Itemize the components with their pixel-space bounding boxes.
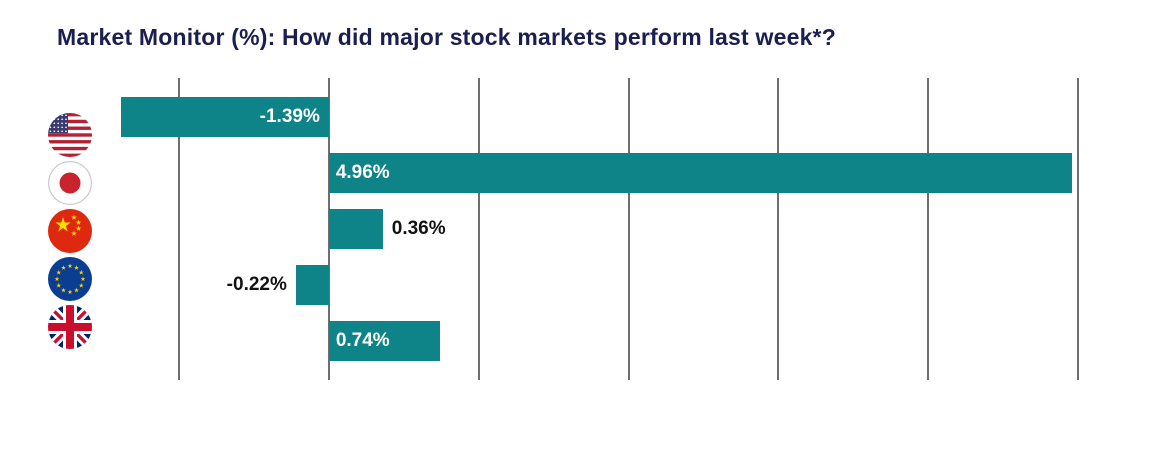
bar-value-label: 0.36% xyxy=(391,218,446,239)
gridline xyxy=(1077,78,1079,380)
gridline xyxy=(927,78,930,380)
bar-value-label: -0.22% xyxy=(226,274,287,295)
china-flag-icon xyxy=(48,209,92,253)
gridline xyxy=(477,78,480,380)
gridline xyxy=(178,78,180,380)
chart-title: Market Monitor (%): How did major stock … xyxy=(57,24,836,50)
bar-value-label: 0.74% xyxy=(335,330,390,351)
gridline xyxy=(627,78,630,380)
bar-japan xyxy=(328,153,1072,193)
uk-flag-icon xyxy=(48,305,92,349)
gridline xyxy=(777,78,780,380)
eu-flag-icon xyxy=(48,257,92,301)
plot-area: -1.39% 4.96% 0.36% -0.22% 0.74% xyxy=(120,78,1079,380)
bar-value-label: 4.96% xyxy=(335,162,390,183)
japan-flag-icon xyxy=(48,161,92,205)
bar-european-union xyxy=(295,265,329,305)
bar-china xyxy=(328,209,383,249)
us-flag-icon xyxy=(48,113,92,157)
flag-column xyxy=(48,113,92,349)
bar-value-label: -1.39% xyxy=(259,106,320,127)
bar-united-states xyxy=(120,97,329,137)
bar-united-kingdom xyxy=(328,321,440,361)
